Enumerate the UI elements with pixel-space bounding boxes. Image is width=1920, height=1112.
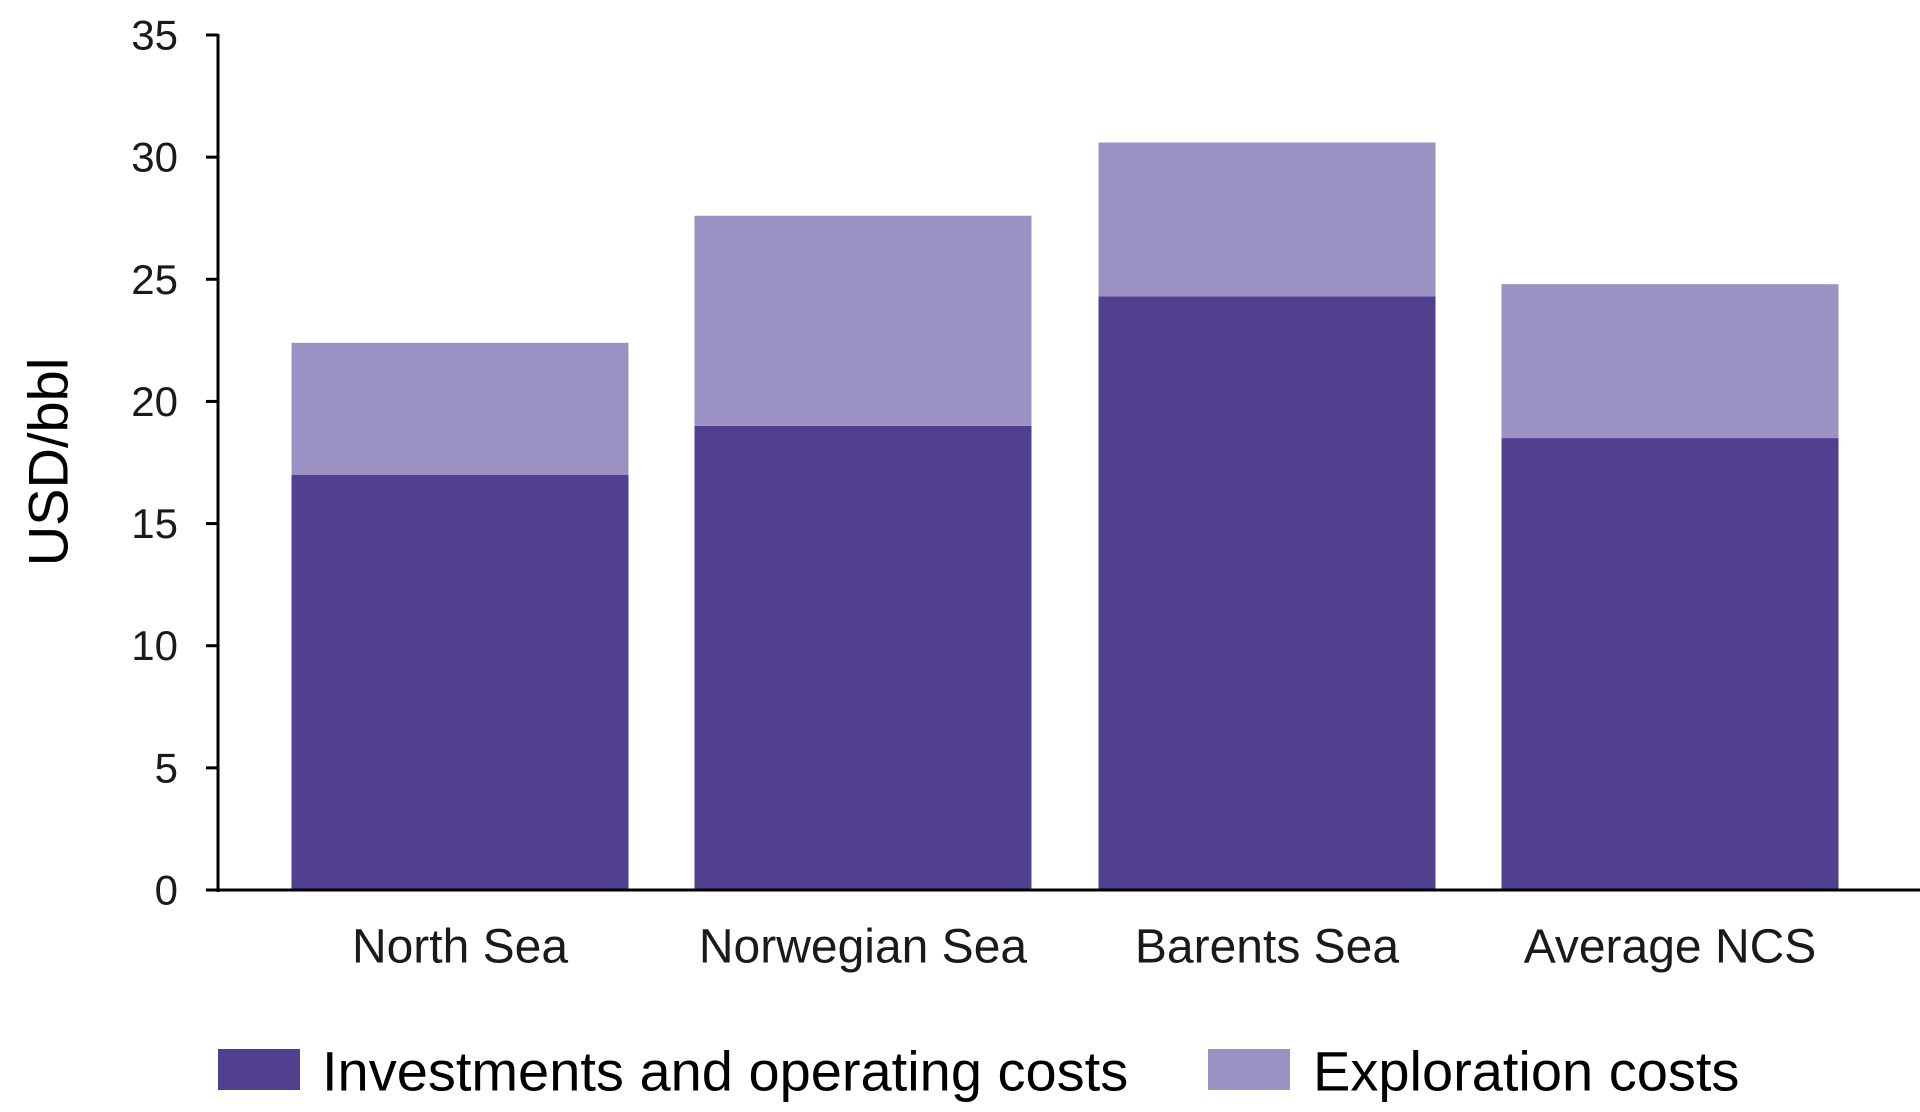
y-ticks: 0 5 10 15 20 25 30 35 <box>131 12 218 914</box>
legend-label: Exploration costs <box>1313 1040 1739 1103</box>
bar-segment-investments-operating <box>1501 438 1839 890</box>
y-tick-label: 10 <box>131 622 178 669</box>
y-tick-label: 30 <box>131 134 178 181</box>
bar-segment-exploration <box>291 342 629 475</box>
bar-segment-exploration <box>1501 284 1839 439</box>
x-category-label: Average NCS <box>1524 921 1817 974</box>
y-tick-label: 20 <box>131 378 178 425</box>
y-tick-label: 25 <box>131 256 178 303</box>
bar-segment-exploration <box>1098 142 1436 297</box>
y-axis-title: USD/bbl <box>17 358 80 567</box>
legend-swatch <box>1208 1049 1290 1090</box>
y-tick-label: 35 <box>131 12 178 59</box>
bar-segment-exploration <box>694 215 1032 426</box>
bar-segment-investments-operating <box>291 474 629 890</box>
y-tick-label: 15 <box>131 500 178 547</box>
legend-label: Investments and operating costs <box>322 1040 1128 1103</box>
y-tick-label: 5 <box>155 744 178 791</box>
axes-layer <box>216 34 1920 892</box>
bar-segment-investments-operating <box>694 425 1032 890</box>
legend-swatch <box>218 1049 300 1090</box>
x-category-label: Barents Sea <box>1135 921 1399 974</box>
bars-layer <box>291 142 1839 890</box>
bar-segment-investments-operating <box>1098 296 1436 890</box>
y-tick-label: 0 <box>155 867 178 914</box>
x-category-label: Norwegian Sea <box>699 921 1028 974</box>
legend: Investments and operating costs Explorati… <box>218 1040 1739 1103</box>
x-category-label: North Sea <box>352 921 568 974</box>
x-category-labels: North Sea Norwegian Sea Barents Sea Average… <box>352 921 1816 974</box>
